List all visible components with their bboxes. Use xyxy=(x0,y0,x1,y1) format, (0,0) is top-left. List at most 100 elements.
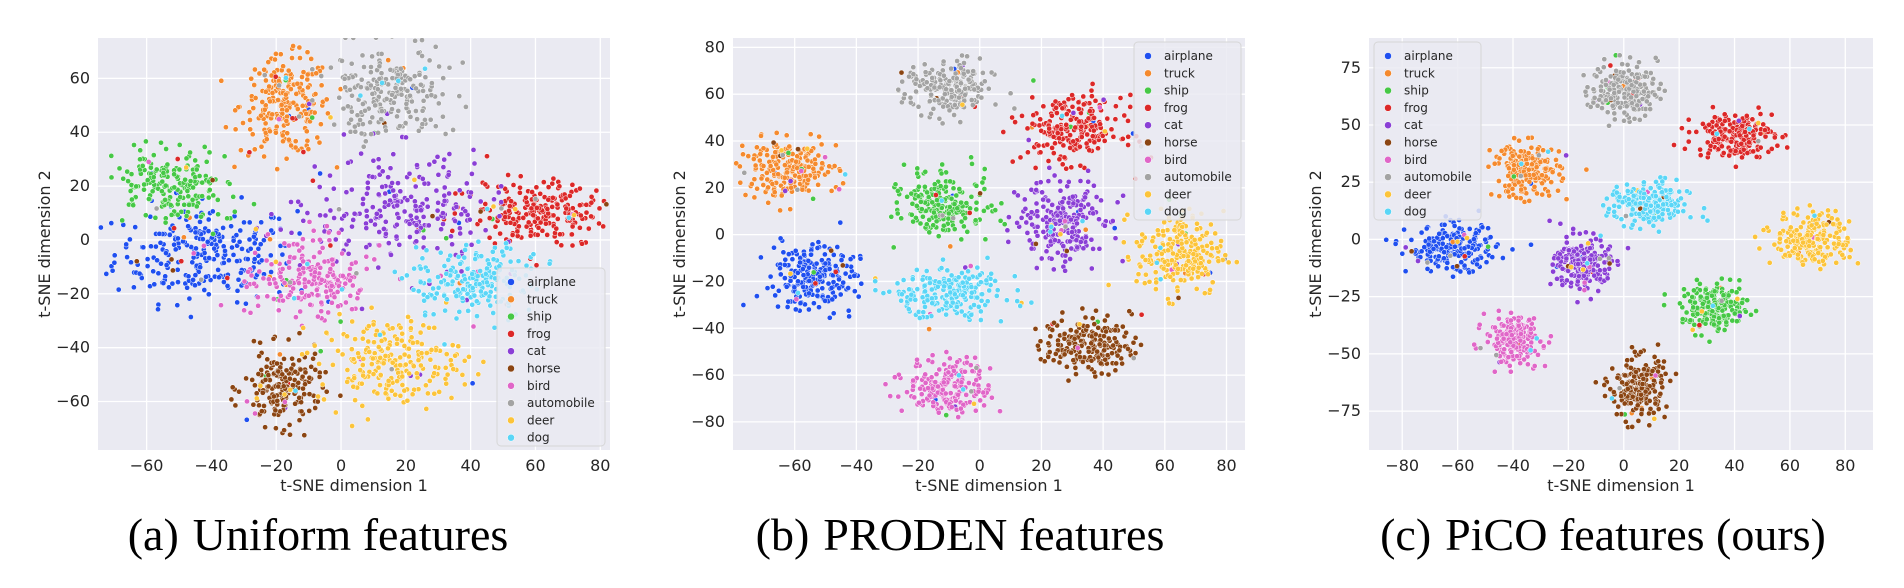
point-ship xyxy=(945,215,952,222)
point-horse xyxy=(283,367,290,374)
point-deer xyxy=(1166,300,1173,307)
point-deer xyxy=(1195,274,1201,280)
point-frog xyxy=(1076,118,1083,125)
point-ship xyxy=(958,199,964,206)
point-bird xyxy=(963,392,970,398)
point-dog xyxy=(477,268,484,274)
point-frog xyxy=(1076,106,1082,112)
point-truck xyxy=(218,77,225,84)
point-deer xyxy=(1197,236,1203,243)
point-truck xyxy=(252,95,259,101)
point-automobile xyxy=(357,117,363,123)
point-truck xyxy=(274,166,281,172)
point-dog xyxy=(965,268,971,275)
point-dog xyxy=(1017,303,1024,309)
point-frog xyxy=(525,219,532,226)
point-cat xyxy=(363,225,370,231)
point-airplane xyxy=(1509,246,1516,253)
point-ship xyxy=(893,199,900,206)
point-cat xyxy=(440,164,447,170)
point-horse xyxy=(295,379,302,386)
point-cat xyxy=(1018,215,1025,221)
point-horse xyxy=(1055,341,1062,348)
point-bird xyxy=(324,294,330,300)
point-truck xyxy=(764,170,770,176)
point-frog xyxy=(583,209,590,216)
point-bird xyxy=(335,303,341,310)
point-automobile xyxy=(349,92,355,99)
point-cat xyxy=(407,234,413,240)
point-frog xyxy=(1091,139,1098,146)
point-horse xyxy=(316,374,323,380)
x-tick-label: −20 xyxy=(901,456,935,475)
point-dog xyxy=(486,293,493,300)
point-frog xyxy=(300,149,307,155)
point-frog xyxy=(1060,142,1067,149)
point-ship xyxy=(923,221,930,228)
point-ship xyxy=(183,213,190,219)
point-truck xyxy=(313,70,320,77)
point-automobile xyxy=(442,131,449,137)
point-dog xyxy=(938,197,945,204)
point-horse xyxy=(229,384,236,391)
point-truck xyxy=(786,143,793,150)
point-airplane xyxy=(166,284,172,291)
legend-label-deer: deer xyxy=(1164,187,1191,201)
point-dog xyxy=(1154,259,1160,266)
point-ship xyxy=(150,152,157,158)
point-horse xyxy=(257,339,263,346)
point-deer xyxy=(443,351,450,357)
point-horse xyxy=(1080,359,1086,365)
point-frog xyxy=(624,199,629,204)
point-frog xyxy=(1050,150,1057,156)
point-cat xyxy=(389,180,395,186)
point-cat xyxy=(311,163,318,170)
point-automobile xyxy=(942,91,948,97)
point-cat xyxy=(1112,235,1119,242)
point-truck xyxy=(334,164,340,171)
point-airplane xyxy=(235,276,242,283)
point-airplane xyxy=(1439,235,1446,242)
point-airplane xyxy=(175,279,181,285)
point-ship xyxy=(979,179,986,186)
point-deer xyxy=(384,322,391,329)
point-dog xyxy=(886,288,893,295)
point-airplane xyxy=(819,257,825,264)
point-frog xyxy=(1029,94,1036,101)
y-tick-label: 0 xyxy=(1351,229,1361,248)
point-bird xyxy=(248,272,255,279)
point-truck xyxy=(181,234,187,241)
point-deer xyxy=(371,350,378,357)
point-horse xyxy=(429,213,436,219)
point-deer xyxy=(1195,264,1202,271)
point-deer xyxy=(1183,262,1189,269)
point-bird xyxy=(935,383,941,390)
point-automobile xyxy=(456,93,463,99)
point-horse xyxy=(281,427,287,434)
point-airplane xyxy=(234,258,240,264)
point-bird xyxy=(311,254,317,260)
point-bird xyxy=(286,292,293,299)
point-frog xyxy=(451,210,458,217)
point-automobile xyxy=(276,82,282,89)
point-airplane xyxy=(791,284,798,291)
point-ship xyxy=(915,193,922,200)
legend-marker-automobile xyxy=(1144,173,1152,181)
legend-marker-ship xyxy=(507,312,515,321)
point-automobile xyxy=(981,78,988,85)
scatter-points xyxy=(1383,52,1861,431)
point-airplane xyxy=(239,246,245,252)
point-bird xyxy=(264,293,271,300)
point-dog xyxy=(1028,299,1035,306)
point-truck xyxy=(304,76,311,83)
point-horse xyxy=(1105,335,1112,342)
point-dog xyxy=(503,245,510,251)
x-tick-label: 80 xyxy=(1835,456,1855,475)
point-cat xyxy=(349,223,355,230)
point-frog xyxy=(1058,126,1065,132)
point-automobile xyxy=(432,123,439,130)
point-deer xyxy=(1160,228,1166,234)
point-horse xyxy=(209,177,216,183)
point-automobile xyxy=(907,94,914,101)
